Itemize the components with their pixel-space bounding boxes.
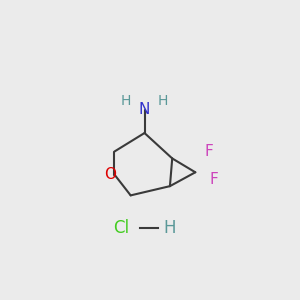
Text: H: H xyxy=(164,219,176,237)
Text: O: O xyxy=(104,167,116,182)
Text: H: H xyxy=(121,94,131,108)
Text: F: F xyxy=(209,172,218,187)
Text: Cl: Cl xyxy=(113,219,130,237)
Text: F: F xyxy=(205,144,214,159)
Text: N: N xyxy=(139,102,150,117)
Text: H: H xyxy=(158,94,168,108)
